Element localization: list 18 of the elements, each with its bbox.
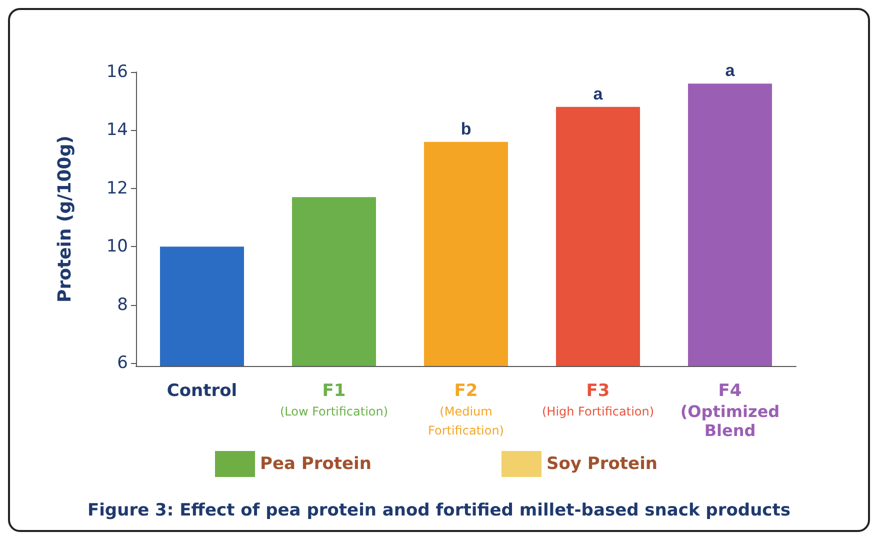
- annotation: b: [460, 119, 472, 138]
- legend-label: Soy Protein: [546, 454, 658, 474]
- y-tick-label: 8: [117, 294, 128, 315]
- x-tick-label: F2 (Medium Fortification): [428, 381, 504, 438]
- annotation: a: [593, 84, 604, 104]
- x-tick-label: F1 (Low Fortification): [280, 381, 388, 418]
- annotation: a: [725, 61, 736, 80]
- x-tick-label: Control: [166, 381, 238, 401]
- y-tick-label: 6: [117, 353, 128, 374]
- legend-label: Pea Protein: [260, 454, 372, 474]
- y-tick-label: 16: [106, 62, 128, 82]
- y-tick-label: 14: [106, 120, 128, 140]
- y-tick-label: 12: [106, 178, 128, 198]
- text: Figure 3: Effect of pea protein anod fortified millet-based snack products: [87, 500, 791, 520]
- x-tick-label: F3 (High Fortification): [542, 381, 654, 418]
- y-axis-title: Protein (g/100g): [54, 136, 76, 302]
- y-tick-label: 10: [106, 236, 128, 257]
- x-tick-label: F4 (Optimized Blend: [680, 381, 780, 440]
